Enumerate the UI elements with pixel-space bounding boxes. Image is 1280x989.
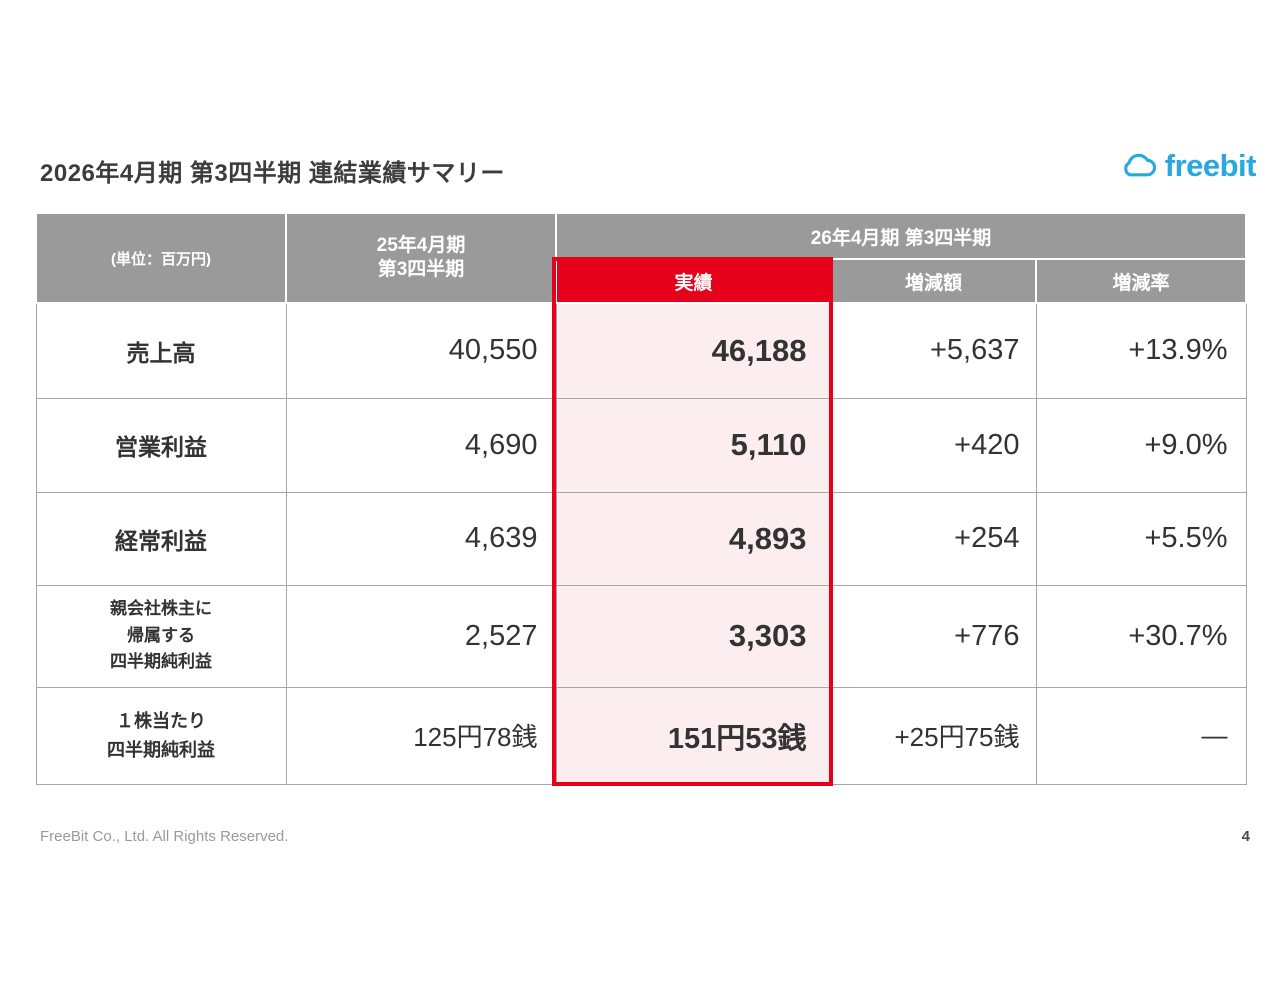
unit-label: (単位：百万円) [35,212,287,304]
table-row: 経常利益 4,639 4,893 +254 +5.5% [35,491,1247,586]
table-row: 売上高 40,550 46,188 +5,637 +13.9% [35,302,1247,399]
prev-value: 2,527 [285,584,557,688]
table-row: １株当たり 四半期純利益 125円78銭 151円53銭 +25円75銭 — [35,686,1247,785]
copyright-text: FreeBit Co., Ltd. All Rights Reserved. [40,828,289,845]
col-header-current-period-group: 26年4月期 第3四半期 [554,212,1248,260]
row-label: 売上高 [35,302,287,399]
prev-value: 4,690 [285,397,557,493]
row-label: 親会社株主に 帰属する 四半期純利益 [35,584,287,688]
col-header-change-rate: 増減率 [1034,258,1248,304]
actual-value: 3,303 [555,584,832,688]
col-header-actual: 実績 [555,258,832,304]
results-table-wrap: (単位：百万円) 25年4月期 第3四半期 26年4月期 第3四半期 実績 増減… [35,212,1248,786]
rate-value: +9.0% [1035,397,1247,493]
results-table: (単位：百万円) 25年4月期 第3四半期 26年4月期 第3四半期 実績 増減… [35,212,1248,785]
row-label: 営業利益 [35,397,287,493]
col-header-prev-period: 25年4月期 第3四半期 [285,212,557,304]
prev-value: 40,550 [285,302,557,399]
slide-footer: FreeBit Co., Ltd. All Rights Reserved. 4 [40,828,1250,845]
rate-value: — [1035,686,1247,785]
col-header-change-amount: 増減額 [830,258,1037,304]
rate-value: +13.9% [1035,302,1247,399]
page-number: 4 [1241,828,1250,845]
row-label: １株当たり 四半期純利益 [35,686,287,785]
actual-value: 151円53銭 [555,686,832,785]
change-value: +420 [830,397,1037,493]
actual-value: 4,893 [555,491,832,586]
prev-value: 4,639 [285,491,557,586]
actual-value: 46,188 [555,302,832,399]
actual-value: 5,110 [555,397,832,493]
rate-value: +30.7% [1035,584,1247,688]
change-value: +776 [830,584,1037,688]
page-title: 2026年4月期 第3四半期 連結業績サマリー [40,160,505,187]
change-value: +254 [830,491,1037,586]
cloud-icon [1123,153,1156,176]
rate-value: +5.5% [1035,491,1247,586]
table-row: 親会社株主に 帰属する 四半期純利益 2,527 3,303 +776 +30.… [35,584,1247,688]
change-value: +5,637 [830,302,1037,399]
logo-text: freebit [1164,148,1257,183]
row-label: 経常利益 [35,491,287,586]
table-row: 営業利益 4,690 5,110 +420 +9.0% [35,397,1247,493]
freebit-logo: freebit [1120,148,1257,184]
change-value: +25円75銭 [830,686,1037,785]
prev-value: 125円78銭 [285,686,557,785]
